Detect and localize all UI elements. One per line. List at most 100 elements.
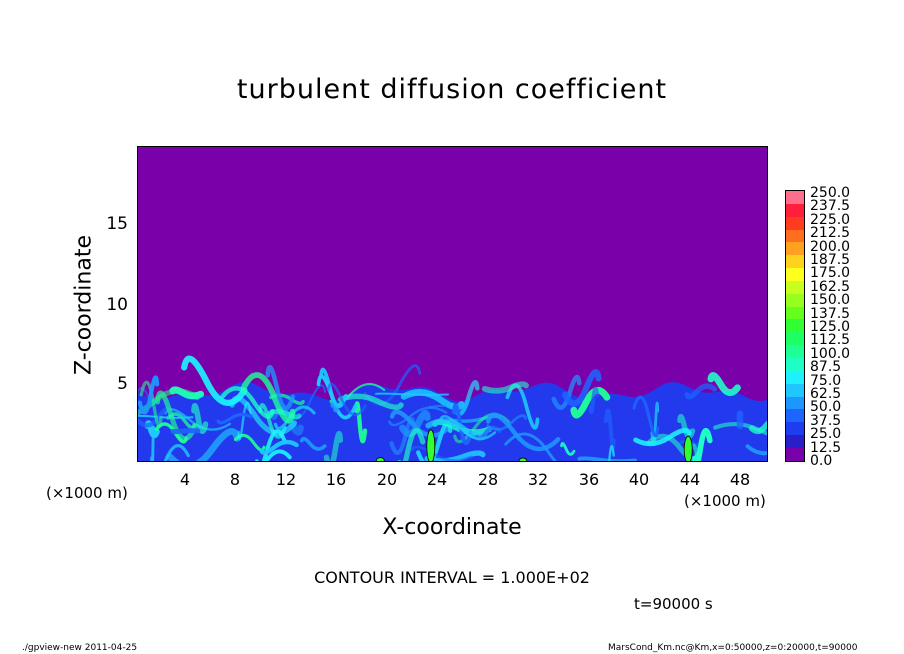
eddy-stroke [354,401,368,444]
eddy-stroke [633,427,692,447]
eddy-stroke [375,392,449,396]
plume-contour [375,457,385,461]
plot-area [137,146,768,462]
xtick-label: 12 [275,470,297,489]
colorbar-tick-label: 125.0 [810,319,851,335]
ytick-label: 10 [106,295,128,315]
eddy-stroke [138,375,160,415]
eddy-stroke [570,387,611,419]
colorbar-segment [786,280,804,294]
colorbar-segment [786,268,804,281]
colorbar-tick-label: 100.0 [810,345,851,362]
colorbar-segment [786,293,804,307]
xtick-label: 48 [729,470,751,489]
eddy-stroke [397,428,426,461]
xtick-label: 24 [426,470,448,489]
colorbar-tick-label: 212.5 [810,225,851,242]
eddy-stroke [551,374,582,410]
colorbar-segment [786,229,804,243]
colorbar-tick-label: 50.0 [810,399,842,416]
eddy-stroke [170,428,201,435]
eddy-stroke [486,414,527,431]
footer-right: MarsCond_Km.nc@Km,x=0:50000,z=0:20000,t=… [608,643,858,653]
colorbar-segment [786,409,804,423]
colorbar [785,190,805,462]
eddy-stroke [684,383,718,400]
eddy-stroke [229,395,298,436]
eddy-stroke [389,416,416,455]
eddy-stroke [267,409,302,420]
ytick-label: 15 [106,214,128,234]
colorbar-tick-label: 237.5 [810,198,851,215]
eddy-stroke [577,456,637,461]
eddy-stroke [300,436,327,451]
eddy-stroke [504,432,558,461]
plume-contour [518,457,528,461]
contour-interval: CONTOUR INTERVAL = 1.000E+02 [314,568,590,587]
eddy-stroke [330,401,339,413]
eddy-stroke [220,386,275,419]
colorbar-segment [786,447,804,461]
colorbar-segment [786,216,804,230]
heatmap-field [138,147,767,461]
xtick-label: 44 [679,470,701,489]
eddy-stroke [608,445,615,461]
eddy-stroke [748,420,767,435]
x-unit-label: (×1000 m) [684,492,766,510]
xtick-label: 40 [628,470,650,489]
eddy-stroke [560,442,576,456]
y-unit-label: (×1000 m) [46,484,128,502]
eddy-stroke [150,425,156,461]
eddy-stroke [388,406,448,427]
footer-left: ./gpview-new 2011-04-25 [22,643,138,653]
eddy-stroke [677,413,696,440]
colorbar-tick-label: 137.5 [810,305,851,322]
eddy-stroke [154,390,198,442]
eddy-stroke [561,369,602,407]
colorbar-segment [786,383,804,397]
xtick-label: 8 [229,470,241,489]
colorbar-tick-label: 37.5 [810,412,842,429]
eddy-stroke [259,439,299,455]
colorbar-tick-label: 62.5 [810,386,842,402]
colorbar-tick-label: 112.5 [810,332,851,349]
colorbar-tick-label: 25.0 [810,426,842,443]
xtick-label: 16 [325,470,347,489]
xtick-label: 36 [578,470,600,489]
eddy-stroke [707,372,741,396]
colorbar-tick-label: 225.0 [810,211,851,228]
colorbar-segment [786,203,804,217]
xtick-label: 4 [179,470,191,489]
colorbar-segment [786,191,804,204]
colorbar-tick-label: 87.5 [810,359,842,376]
colorbar-tick-label: 250.0 [810,185,851,201]
eddy-stroke [240,372,296,424]
eddy-stroke [163,444,190,461]
eddy-stroke [424,450,486,461]
eddy-stroke [588,386,600,415]
eddy-stroke [265,364,296,411]
xtick-label: 32 [527,470,549,489]
time-label: t=90000 s [634,595,713,613]
eddy-stroke [337,393,404,411]
plume-contour [426,429,436,461]
colorbar-segment [786,306,804,320]
chart-title: turbulent diffusion coefficient [236,74,668,105]
colorbar-segment [786,435,804,448]
colorbar-segment [786,396,804,410]
eddy-stroke [138,387,151,403]
colorbar-tick-label: 150.0 [810,292,851,309]
colorbar-tick-label: 200.0 [810,238,851,255]
eddy-stroke [319,367,348,408]
x-axis-label: X-coordinate [382,515,522,540]
colorbar-segment [786,345,804,358]
colorbar-tick-label: 12.5 [810,439,842,456]
ytick-label: 5 [117,374,128,394]
eddy-stroke [191,403,209,434]
colorbar-segment [786,357,804,371]
colorbar-segment [786,319,804,333]
eddy-stroke [139,380,163,428]
eddy-stroke [326,382,367,417]
xtick-label: 28 [477,470,499,489]
eddy-stroke [323,430,344,461]
